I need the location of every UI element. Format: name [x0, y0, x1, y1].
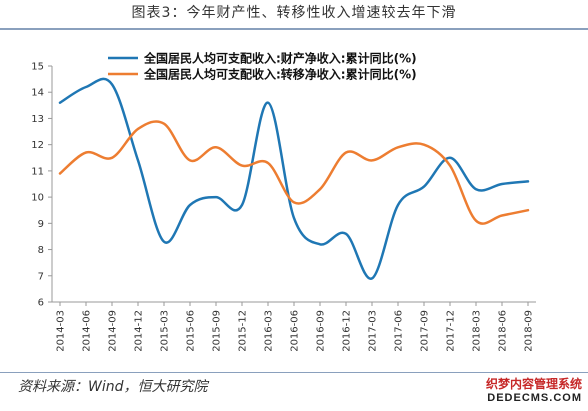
watermark: 织梦内容管理系统 DEDECMS.COM	[486, 377, 582, 405]
y-tick-label: 10	[31, 193, 44, 204]
source-divider	[0, 372, 588, 373]
x-tick-label: 2015-09	[212, 310, 223, 352]
y-tick-label: 11	[31, 166, 44, 177]
source-note: 资料来源：Wind，恒大研究院	[18, 379, 208, 395]
title-divider	[0, 28, 588, 30]
x-tick-label: 2014-09	[108, 310, 119, 352]
y-tick-label: 13	[31, 114, 44, 125]
x-tick-label: 2015-06	[186, 310, 197, 352]
x-tick-label: 2018-09	[524, 310, 535, 352]
series-line-2	[58, 120, 530, 225]
y-tick-label: 8	[38, 245, 44, 256]
x-tick-label: 2017-06	[394, 310, 405, 352]
x-tick-label: 2014-12	[134, 310, 145, 352]
x-tick-label: 2015-12	[238, 310, 249, 352]
legend-label-2: 全国居民人均可支配收入:转移净收入:累计同比(%)	[143, 67, 417, 82]
x-tick-label: 2017-03	[368, 310, 379, 352]
watermark-cn: 织梦内容管理系统	[485, 377, 582, 391]
x-tick-label: 2014-06	[82, 310, 93, 352]
x-tick-label: 2016-03	[264, 310, 275, 352]
y-tick-label: 6	[38, 298, 44, 309]
x-tick-label: 2017-09	[420, 310, 431, 352]
y-tick-label: 12	[31, 140, 44, 151]
y-tick-label: 15	[31, 62, 44, 73]
y-tick-label: 14	[31, 88, 44, 99]
x-tick-label: 2018-03	[472, 310, 483, 352]
figure-title: 图表3：今年财产性、转移性收入增速较去年下滑	[131, 5, 457, 21]
legend-label-1: 全国居民人均可支配收入:财产净收入:累计同比(%)	[143, 51, 417, 66]
y-tick-label: 9	[38, 219, 44, 230]
x-tick-label: 2016-06	[290, 310, 301, 352]
x-tick-label: 2016-12	[342, 310, 353, 352]
x-tick-label: 2017-12	[446, 310, 457, 352]
x-tick-label: 2014-03	[56, 310, 67, 352]
x-tick-label: 2018-06	[498, 310, 509, 352]
y-tick-label: 7	[38, 271, 44, 282]
watermark-en: DEDECMS.COM	[487, 392, 582, 404]
x-tick-label: 2015-03	[160, 310, 171, 352]
x-tick-label: 2016-09	[316, 310, 327, 352]
